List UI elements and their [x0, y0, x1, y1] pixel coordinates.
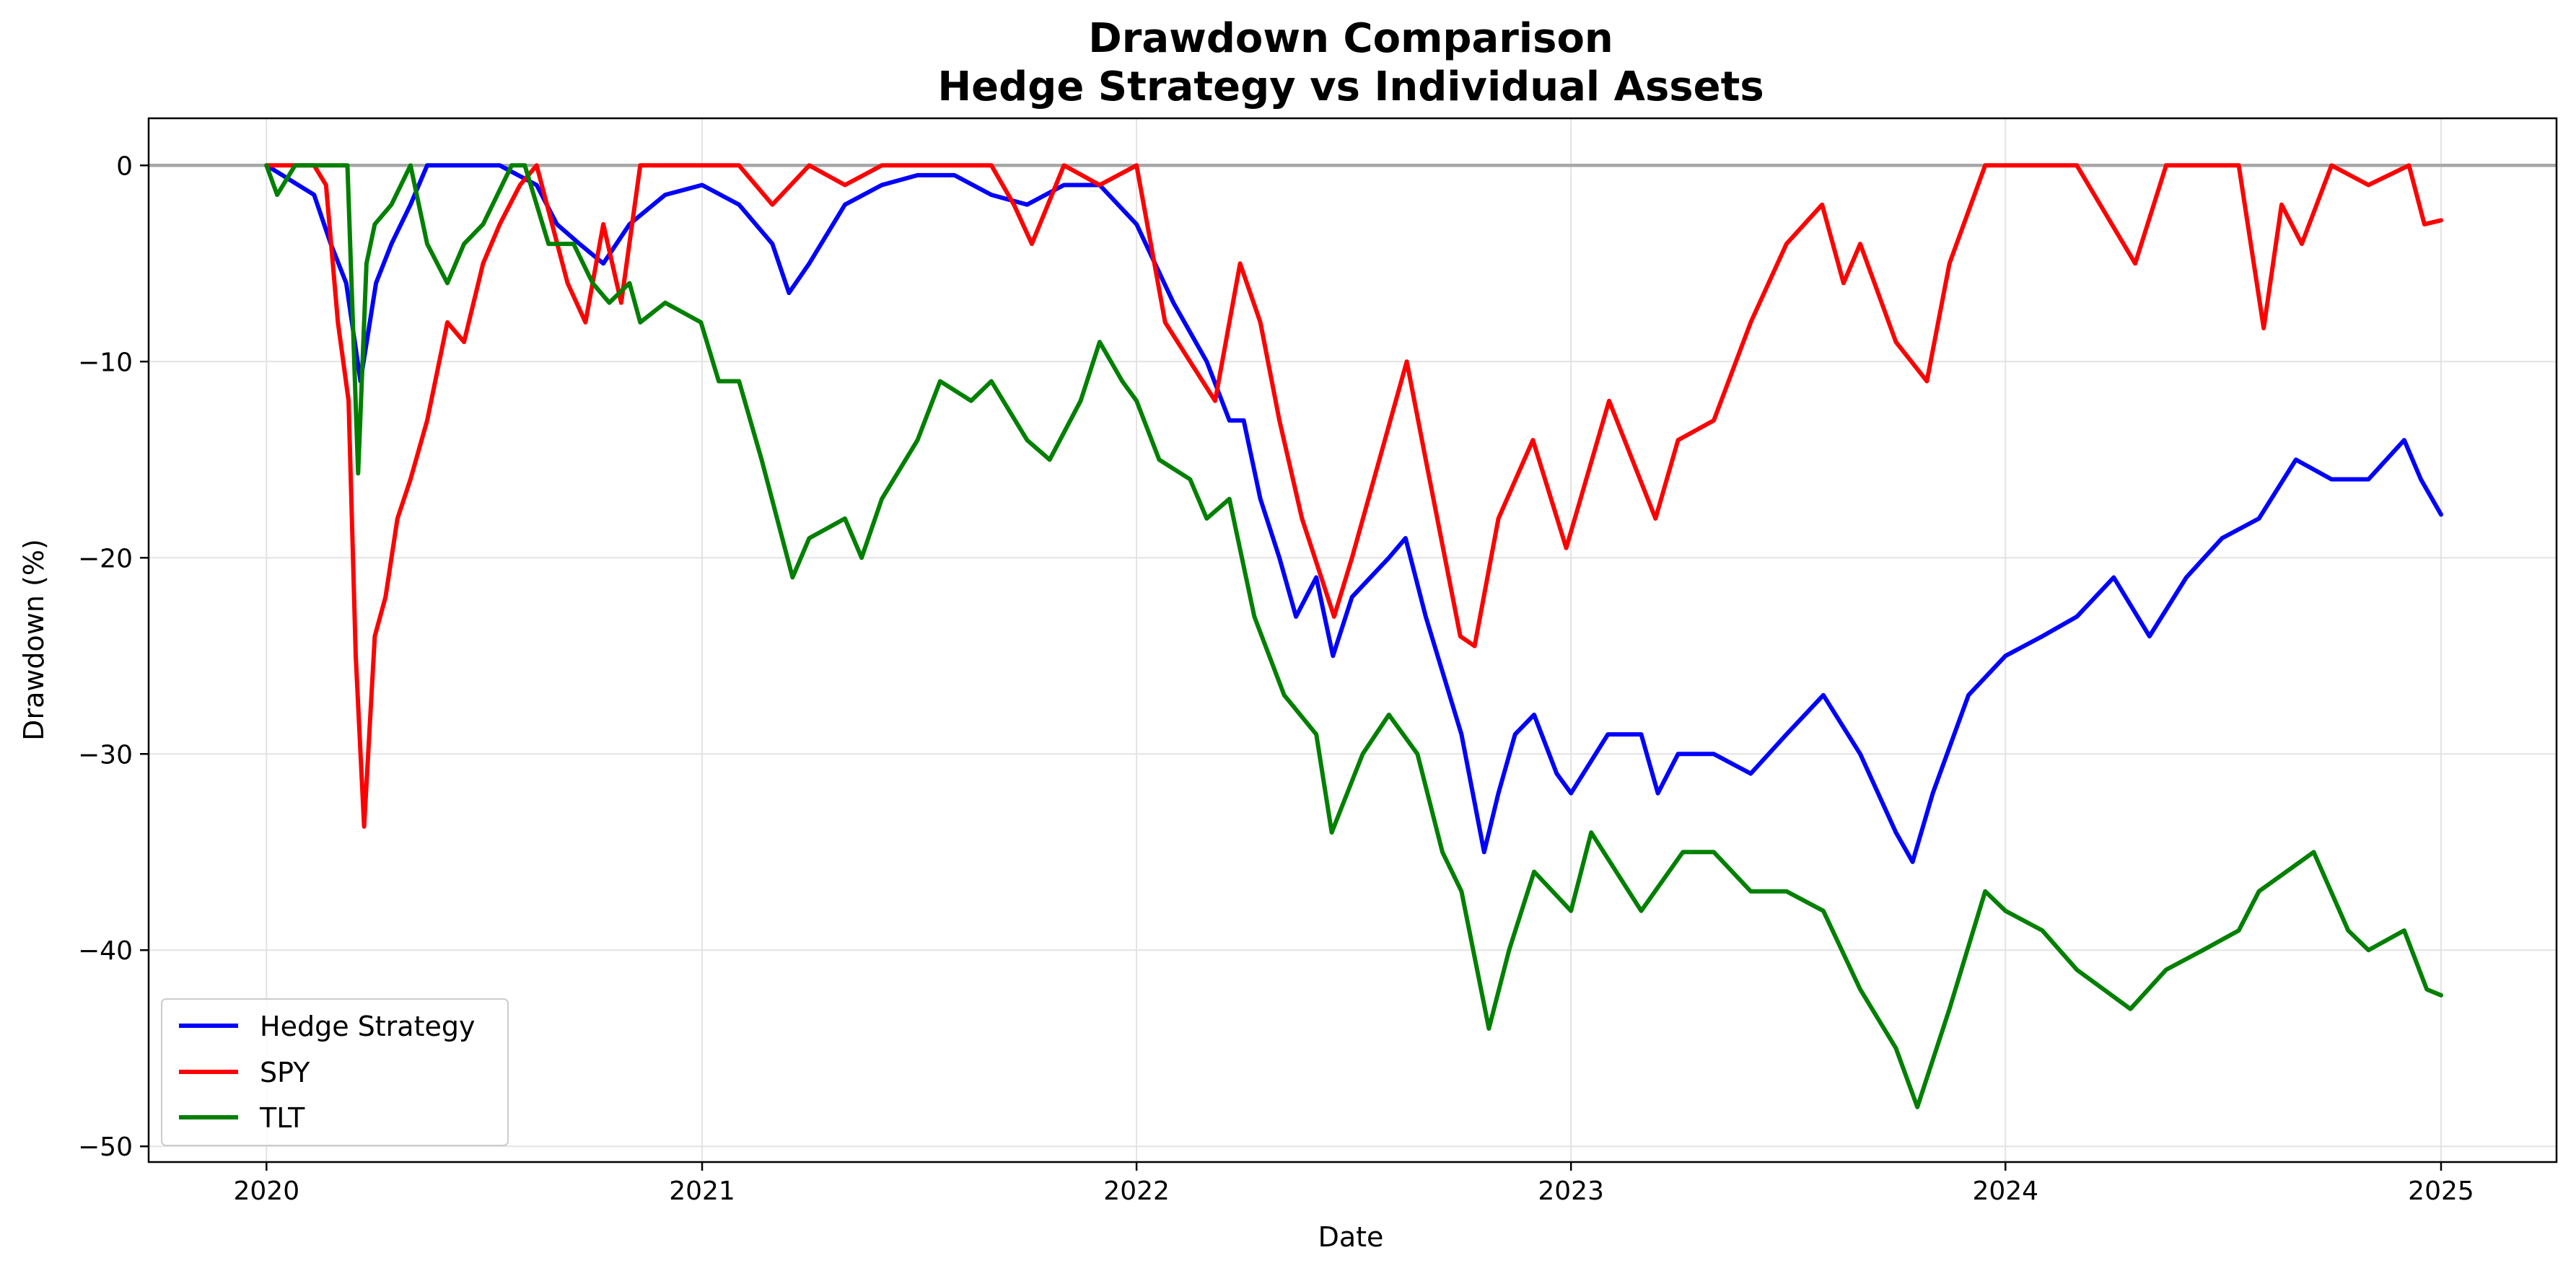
chart-subtitle: Hedge Strategy vs Individual Assets	[937, 63, 1764, 110]
x-tick-label: 2025	[2408, 1176, 2474, 1206]
y-tick-label: 0	[116, 151, 133, 181]
x-axis-label: Date	[1318, 1221, 1384, 1253]
x-tick-label: 2021	[669, 1176, 735, 1206]
y-tick-label: −10	[78, 348, 133, 377]
legend-label-spy: SPY	[260, 1057, 310, 1088]
legend: Hedge Strategy SPY TLT	[161, 998, 509, 1146]
axis-ticks: 2020 2021 2022 2023 2024 2025 0 −10 −20 −30 −40 −50	[78, 151, 2474, 1206]
chart-title: Drawdown Comparison	[1088, 15, 1613, 62]
series-line-tlt	[264, 163, 2443, 1109]
y-tick-label: −30	[78, 740, 133, 770]
series-layer	[264, 163, 2443, 1109]
y-tick-label: −40	[78, 936, 133, 966]
legend-label-tlt: TLT	[259, 1102, 305, 1134]
y-tick-label: −50	[78, 1132, 133, 1162]
y-tick-label: −20	[78, 544, 133, 573]
y-axis-label: Drawdown (%)	[18, 539, 50, 741]
grid	[149, 118, 2557, 1162]
plot-frame	[147, 117, 2558, 1163]
series-line-spy	[264, 163, 2443, 829]
series-line-hedge-strategy	[264, 163, 2443, 864]
x-tick-label: 2022	[1103, 1176, 1170, 1206]
x-tick-label: 2024	[1972, 1176, 2038, 1206]
x-tick-label: 2023	[1538, 1176, 1604, 1206]
legend-box	[161, 998, 509, 1146]
legend-label-hedge: Hedge Strategy	[260, 1011, 475, 1042]
x-tick-label: 2020	[233, 1176, 299, 1206]
